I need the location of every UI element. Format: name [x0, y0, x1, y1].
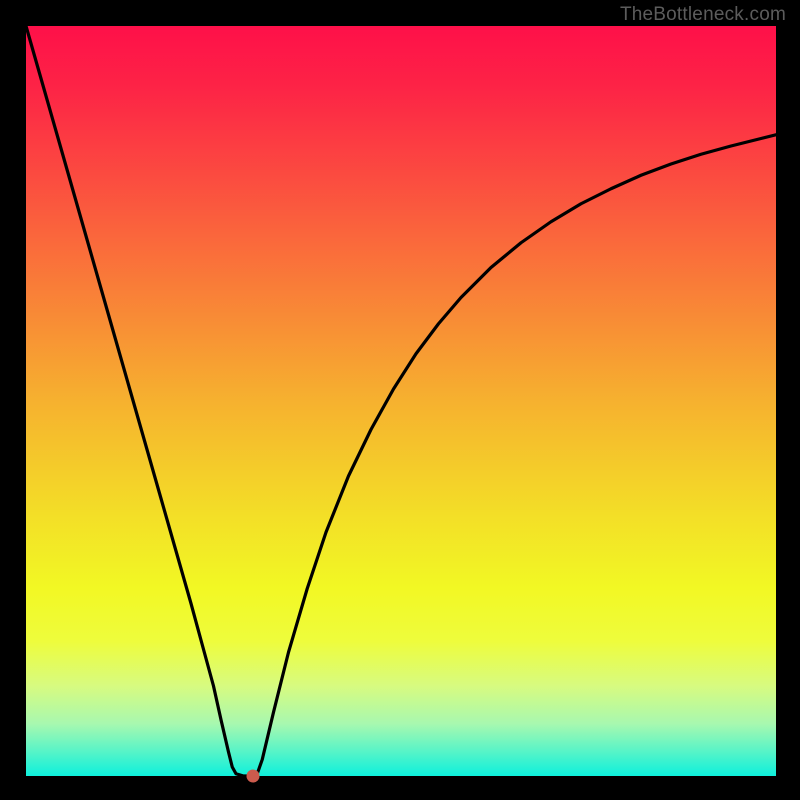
optimum-marker: [247, 770, 260, 783]
watermark-text: TheBottleneck.com: [620, 4, 786, 26]
curve-layer: [26, 26, 776, 776]
chart-root: { "canvas": { "width": 800, "height": 80…: [0, 0, 800, 800]
bottleneck-curve: [26, 26, 776, 776]
plot-area: [26, 26, 776, 776]
